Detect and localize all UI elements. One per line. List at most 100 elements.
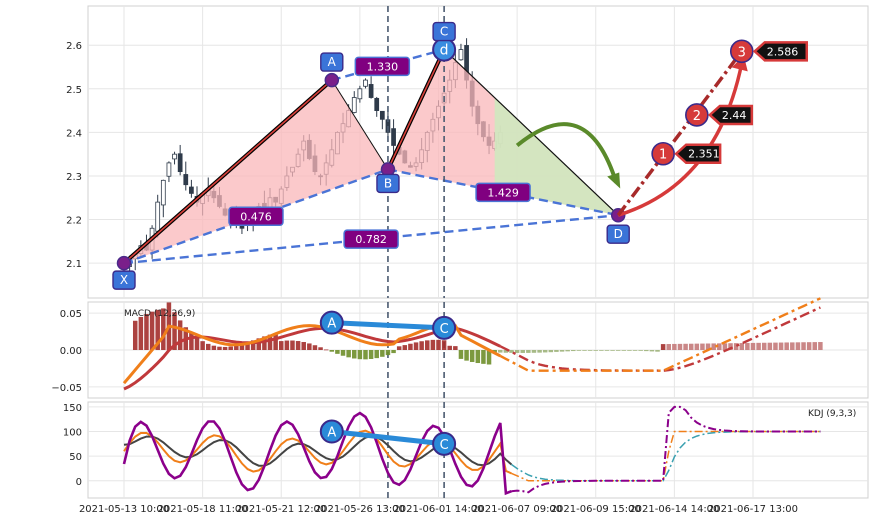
macd-hist-bar	[587, 350, 593, 351]
kdj-marker-circle	[319, 419, 344, 444]
macd-hist-bar	[318, 347, 323, 350]
macd-hist-bar	[705, 343, 711, 350]
price-ytick-label: 2.1	[66, 259, 82, 270]
pivot-badge-c	[432, 21, 456, 42]
ratio-line-xd	[123, 213, 619, 265]
macd-hist-bar	[520, 350, 525, 353]
macd-hist-bar	[559, 350, 565, 352]
macd-marker-circle	[319, 310, 344, 335]
macd-hist-bar	[262, 336, 267, 350]
macd-hist-bar	[683, 343, 688, 350]
macd-hist-bar	[346, 350, 351, 358]
macd-hist-bar	[385, 350, 391, 356]
x-tick-label: 2021-06-14 14:00	[629, 504, 719, 515]
macd-hist-bar	[340, 350, 346, 356]
macd-marker-label: C	[440, 322, 449, 337]
macd-hist-bar	[374, 350, 379, 359]
projection-arrow-head	[607, 172, 621, 189]
candle-body	[379, 110, 385, 120]
macd-hist-bar	[250, 340, 256, 350]
candle-body	[160, 179, 166, 206]
macd-hist-bar	[615, 350, 621, 351]
macd-hist-bar	[784, 342, 789, 350]
x-tick-label: 2021-06-07 09:00	[472, 504, 562, 515]
macd-hist-bar	[464, 350, 469, 361]
macd-hist-bar	[161, 308, 166, 350]
pivot-badge-label: A	[328, 55, 337, 69]
macd-hist-bar	[554, 350, 559, 352]
macd-hist-bar	[217, 346, 222, 350]
macd-hist-bar	[571, 350, 576, 352]
price-ytick-label: 2.3	[66, 172, 82, 183]
leg-bc	[387, 49, 445, 170]
macd-hist-bar	[548, 350, 554, 353]
kdj-divergence-line	[331, 429, 445, 447]
macd-marker-circle	[432, 315, 457, 340]
macd-hist-bar	[492, 350, 497, 353]
candle-body	[183, 174, 189, 186]
macd-marker-label: A	[327, 317, 336, 332]
macd-hist-bar	[531, 350, 537, 353]
ratio-badge	[228, 206, 284, 227]
x-tick-label: 2021-05-18 11:00	[158, 504, 248, 515]
macd-hist-bar	[604, 350, 610, 351]
macd-hist-bar	[307, 343, 312, 350]
macd-hist-bar	[655, 350, 660, 352]
macd-hist-bar	[677, 343, 683, 350]
x-tick-label: 2021-05-13 10:00	[79, 504, 169, 515]
leg-xa	[123, 79, 333, 264]
candle-body	[368, 84, 374, 98]
macd-hist-bar	[750, 342, 756, 350]
macd-hist-bar	[228, 346, 233, 350]
macd-hist-bar	[352, 350, 357, 359]
macd-hist-bar	[632, 350, 638, 351]
macd-hist-bar	[391, 350, 396, 354]
macd-hist-bar	[621, 350, 627, 351]
candle-body	[363, 79, 368, 87]
macd-hist-bar	[301, 342, 306, 350]
x-tick-label: 2021-06-01 14:00	[393, 504, 483, 515]
macd-hist-bar	[801, 342, 806, 350]
macd-hist-bar	[806, 342, 812, 350]
macd-hist-bar	[582, 350, 587, 351]
macd-hist-bar	[610, 350, 615, 351]
target-circle	[651, 141, 675, 166]
macd-hist-bar	[284, 340, 290, 350]
macd-hist-bar	[565, 350, 570, 352]
macd-hist-bar	[447, 345, 452, 350]
macd-ytick-label: 0.05	[60, 309, 82, 320]
target-dashdot	[616, 50, 744, 217]
macd-hist-bar	[194, 337, 200, 350]
pivot-badge-label: D	[614, 227, 623, 241]
ratio-badge-label: 0.476	[240, 210, 272, 223]
macd-hist-bar	[486, 350, 492, 365]
target-circle-label: 1	[659, 148, 667, 163]
macd-hist-bar	[745, 342, 750, 350]
candle-body	[177, 153, 183, 173]
kdj-title: KDJ (9,3,3)	[808, 409, 856, 419]
kdj-panel-frame	[87, 401, 869, 499]
macd-hist-bar	[498, 350, 503, 353]
target-circle-label: 2	[693, 109, 701, 124]
pivot-c-circle-text: d	[440, 43, 449, 59]
macd-hist-bar	[132, 320, 138, 350]
ratio-badge-label: 1.429	[487, 186, 519, 199]
candle-body	[391, 128, 396, 146]
ratio-badge	[354, 56, 411, 77]
macd-hist-bar	[357, 350, 363, 360]
macd-hist-bar	[509, 350, 514, 353]
ratio-badge-label: 0.782	[355, 233, 387, 246]
macd-title: MACD (12,26,9)	[124, 309, 195, 319]
kdj-ytick-label: 50	[69, 452, 82, 463]
kdj-marker-circle	[432, 431, 457, 456]
macd-hist-bar	[711, 343, 716, 350]
candle-body	[172, 153, 177, 160]
candle-body	[374, 97, 380, 111]
pivot-badge-b	[376, 173, 400, 194]
macd-hist-bar	[526, 350, 531, 353]
macd-hist-bar	[728, 343, 733, 350]
candle-body	[166, 162, 172, 177]
macd-hist-bar	[514, 350, 520, 353]
